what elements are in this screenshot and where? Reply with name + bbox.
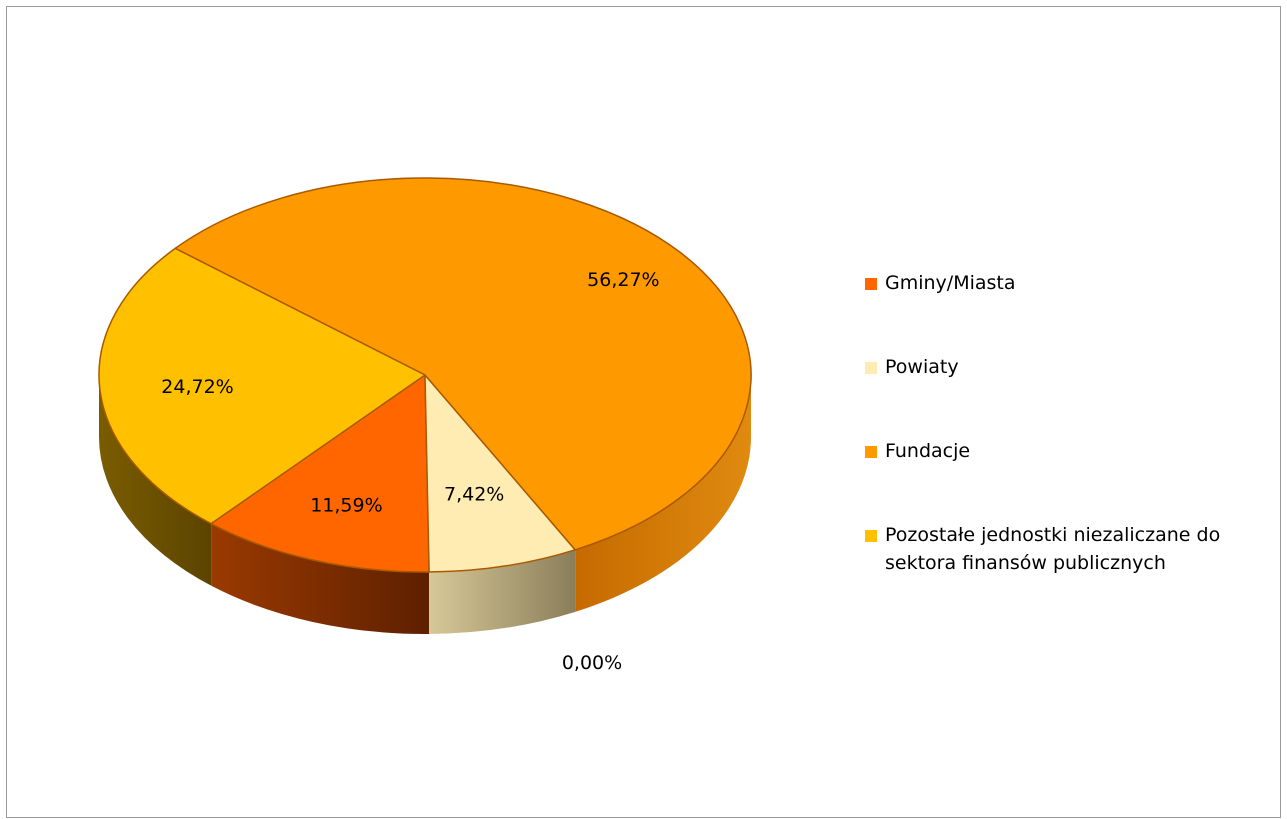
legend-swatch-gminy bbox=[865, 278, 877, 290]
pie-slice-gminy bbox=[210, 374, 430, 573]
pie-side-fundacje bbox=[575, 375, 751, 612]
legend-label-powiaty: Powiaty bbox=[885, 356, 959, 378]
pie-side-gminy bbox=[211, 523, 430, 634]
data-label-zero: 0,00% bbox=[562, 652, 622, 674]
data-label-gminy: 11,59% bbox=[310, 494, 382, 516]
pie-slice-fundacje bbox=[174, 177, 752, 551]
pie-slice-pozostale bbox=[98, 247, 426, 525]
legend-label-pozostale: Pozostałe jednostki niezaliczane do sekt… bbox=[885, 524, 1221, 574]
legend-item-powiaty: Powiaty bbox=[865, 353, 1285, 381]
legend-label-fundacje: Fundacje bbox=[885, 440, 971, 462]
data-label-pozostale: 24,72% bbox=[161, 376, 233, 398]
legend-swatch-powiaty bbox=[865, 362, 877, 374]
chart-area: 11,59% 7,42% 56,27% 24,72% 0,00% Gminy/Miast… bbox=[6, 6, 1281, 818]
legend-item-gminy: Gminy/Miasta bbox=[865, 269, 1285, 297]
legend-swatch-pozostale bbox=[865, 530, 877, 542]
data-label-fundacje: 56,27% bbox=[587, 269, 659, 291]
legend-label-gminy: Gminy/Miasta bbox=[885, 272, 1016, 294]
pie-chart: 11,59% 7,42% 56,27% 24,72% 0,00% bbox=[98, 177, 752, 674]
legend-item-fundacje: Fundacje bbox=[865, 437, 1285, 465]
pie-side-pozostale bbox=[99, 375, 212, 586]
legend-swatch-fundacje bbox=[865, 446, 877, 458]
data-label-powiaty: 7,42% bbox=[444, 483, 504, 505]
pie-slice-powiaty bbox=[424, 374, 576, 573]
legend-item-pozostale: Pozostałe jednostki niezaliczane do sekt… bbox=[865, 521, 1285, 577]
legend: Gminy/Miasta Powiaty Fundacje Pozostałe … bbox=[865, 269, 1285, 577]
